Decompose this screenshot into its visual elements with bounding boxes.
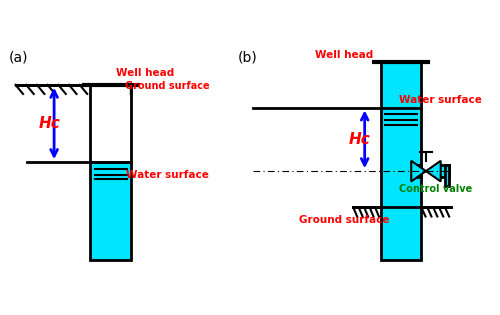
Text: Well head: Well head [116, 68, 174, 78]
Polygon shape [411, 161, 440, 181]
Bar [446, 165, 448, 186]
Text: Control valve: Control valve [398, 184, 472, 193]
Bar [414, 165, 422, 177]
Text: Water surface: Water surface [398, 95, 481, 105]
Text: (b): (b) [238, 51, 258, 65]
Text: Hc: Hc [38, 116, 60, 131]
Bar [90, 162, 132, 260]
Bar [380, 62, 422, 260]
Bar [438, 165, 448, 177]
Text: (a): (a) [8, 51, 28, 65]
Text: Well head: Well head [315, 50, 374, 60]
Text: Ground surface: Ground surface [126, 81, 210, 91]
Bar [90, 85, 132, 162]
Text: Ground surface: Ground surface [299, 215, 390, 225]
Text: Water surface: Water surface [126, 170, 209, 180]
Text: Hc: Hc [349, 132, 370, 147]
